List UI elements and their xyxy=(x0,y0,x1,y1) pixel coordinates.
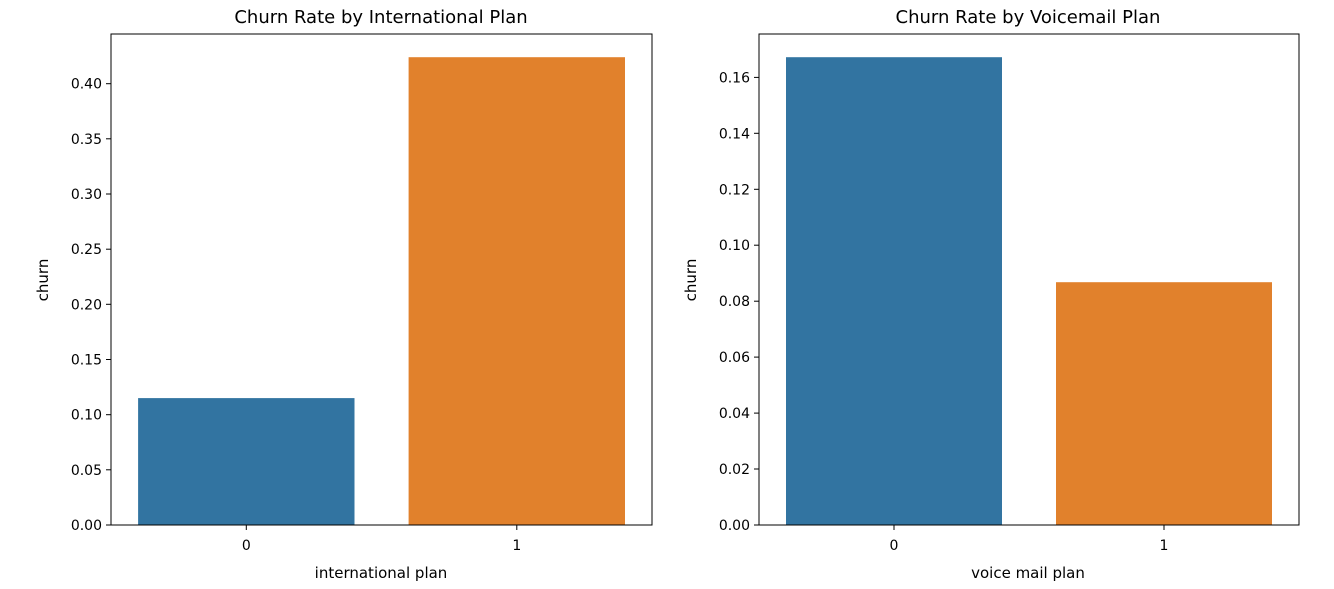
y-tick-label: 0.16 xyxy=(719,70,750,86)
bar-0 xyxy=(138,398,355,525)
y-tick-label: 0.14 xyxy=(719,126,750,142)
bar-0 xyxy=(786,57,1002,525)
x-axis-label: international plan xyxy=(315,564,448,582)
y-tick-label: 0.12 xyxy=(719,182,750,198)
y-tick-label: 0.00 xyxy=(719,518,750,534)
y-tick-label: 0.15 xyxy=(71,353,102,369)
x-tick-label: 0 xyxy=(242,538,251,554)
y-tick-label: 0.20 xyxy=(71,297,102,313)
y-tick-label: 0.08 xyxy=(719,294,750,310)
y-axis-label: churn xyxy=(34,259,52,302)
y-tick-label: 0.05 xyxy=(71,463,102,479)
y-tick-label: 0.00 xyxy=(71,518,102,534)
chart-international-plan: Churn Rate by International Plan interna… xyxy=(34,7,653,582)
chart-title: Churn Rate by International Plan xyxy=(234,7,527,28)
x-axis-label: voice mail plan xyxy=(971,564,1085,582)
y-tick-label: 0.30 xyxy=(71,187,102,203)
y-tick-label: 0.10 xyxy=(719,238,750,254)
axes-frame xyxy=(110,33,653,526)
y-tick-label: 0.04 xyxy=(719,406,750,422)
bar-1 xyxy=(1056,282,1272,525)
y-tick-label: 0.25 xyxy=(71,242,102,258)
chart-title: Churn Rate by Voicemail Plan xyxy=(896,7,1161,28)
chart-voicemail-plan: Churn Rate by Voicemail Plan voice mail … xyxy=(682,7,1300,582)
x-tick-label: 0 xyxy=(890,538,899,554)
x-tick-label: 1 xyxy=(512,538,521,554)
y-tick-label: 0.40 xyxy=(71,77,102,93)
y-tick-label: 0.02 xyxy=(719,462,750,478)
y-tick-label: 0.10 xyxy=(71,408,102,424)
bar-1 xyxy=(408,57,625,525)
y-tick-label: 0.35 xyxy=(71,132,102,148)
x-tick-label: 1 xyxy=(1160,538,1169,554)
axes-frame xyxy=(758,33,1300,526)
y-axis-label: churn xyxy=(682,259,700,302)
y-tick-label: 0.06 xyxy=(719,350,750,366)
